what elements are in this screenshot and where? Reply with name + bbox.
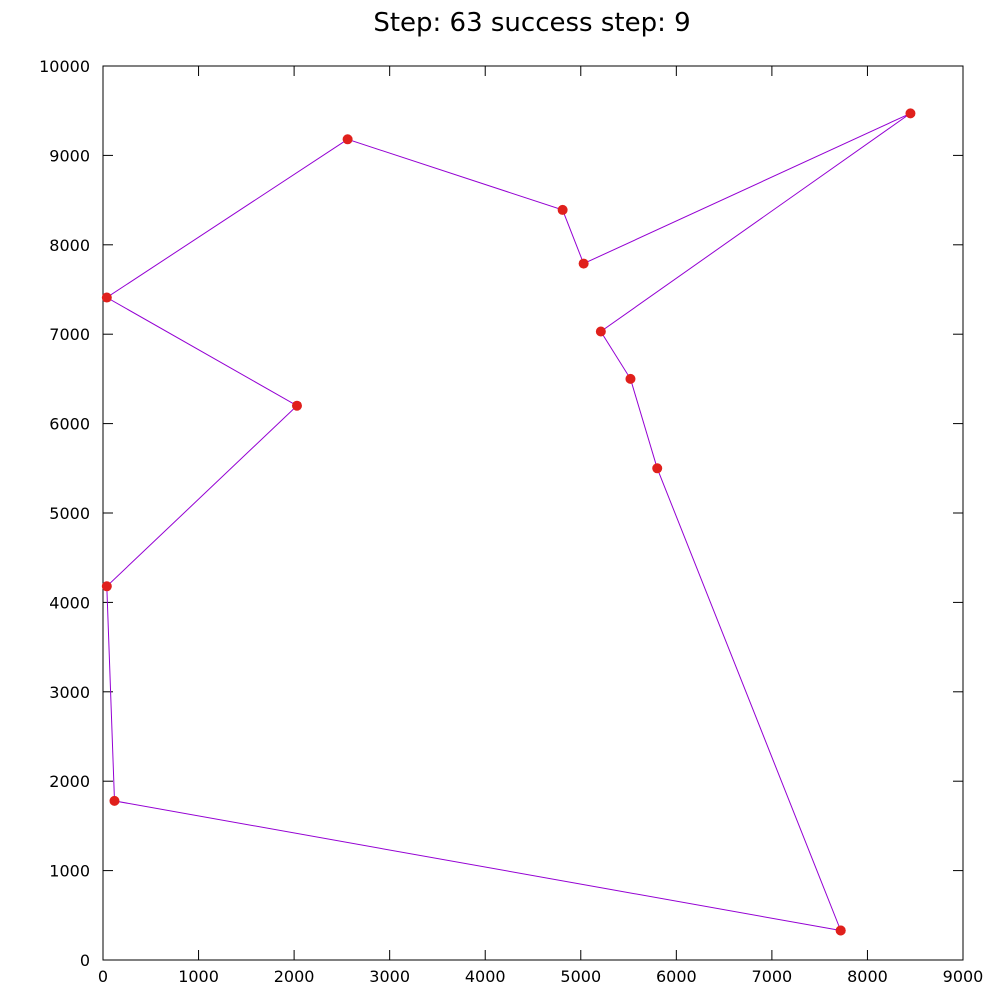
x-tick-label: 9000 — [943, 967, 984, 986]
route-point — [109, 795, 120, 806]
y-tick-label: 8000 — [49, 236, 90, 255]
x-tick-label: 8000 — [847, 967, 888, 986]
y-tick-label: 3000 — [49, 683, 90, 702]
y-tick-label: 9000 — [49, 146, 90, 165]
route-points — [101, 108, 916, 936]
y-tick-label: 2000 — [49, 772, 90, 791]
route-point — [342, 134, 353, 145]
x-tick-label: 4000 — [465, 967, 506, 986]
route-point — [595, 326, 606, 337]
route-point — [652, 463, 663, 474]
y-tick-label: 7000 — [49, 325, 90, 344]
route-point — [557, 204, 568, 215]
route-point — [291, 400, 302, 411]
route-point — [101, 292, 112, 303]
tick-labels-layer: 0 1000 2000 3000 4000 5000 6000 7000 8000 9000 0 10… — [39, 57, 983, 986]
x-tick-label: 3000 — [369, 967, 410, 986]
y-tick-label: 4000 — [49, 593, 90, 612]
route-point — [835, 925, 846, 936]
y-tick-label: 5000 — [49, 504, 90, 523]
route-lines — [105, 112, 911, 931]
x-tick-label: 1000 — [178, 967, 219, 986]
route-point — [905, 108, 916, 119]
x-tick-label: 2000 — [274, 967, 315, 986]
y-tick-label: 10000 — [39, 57, 90, 76]
y-tick-label: 0 — [80, 951, 90, 970]
y-tick-label: 6000 — [49, 415, 90, 434]
x-tick-label: 0 — [98, 967, 108, 986]
x-tick-label: 7000 — [752, 967, 793, 986]
x-tick-label: 6000 — [656, 967, 697, 986]
route-point — [625, 373, 636, 384]
route-point — [578, 258, 589, 269]
ticks-layer — [102, 65, 964, 961]
y-tick-label: 1000 — [49, 862, 90, 881]
route-line — [105, 112, 911, 931]
x-tick-label: 5000 — [560, 967, 601, 986]
chart-title: Step: 63 success step: 9 — [373, 8, 690, 38]
route-point — [101, 581, 112, 592]
